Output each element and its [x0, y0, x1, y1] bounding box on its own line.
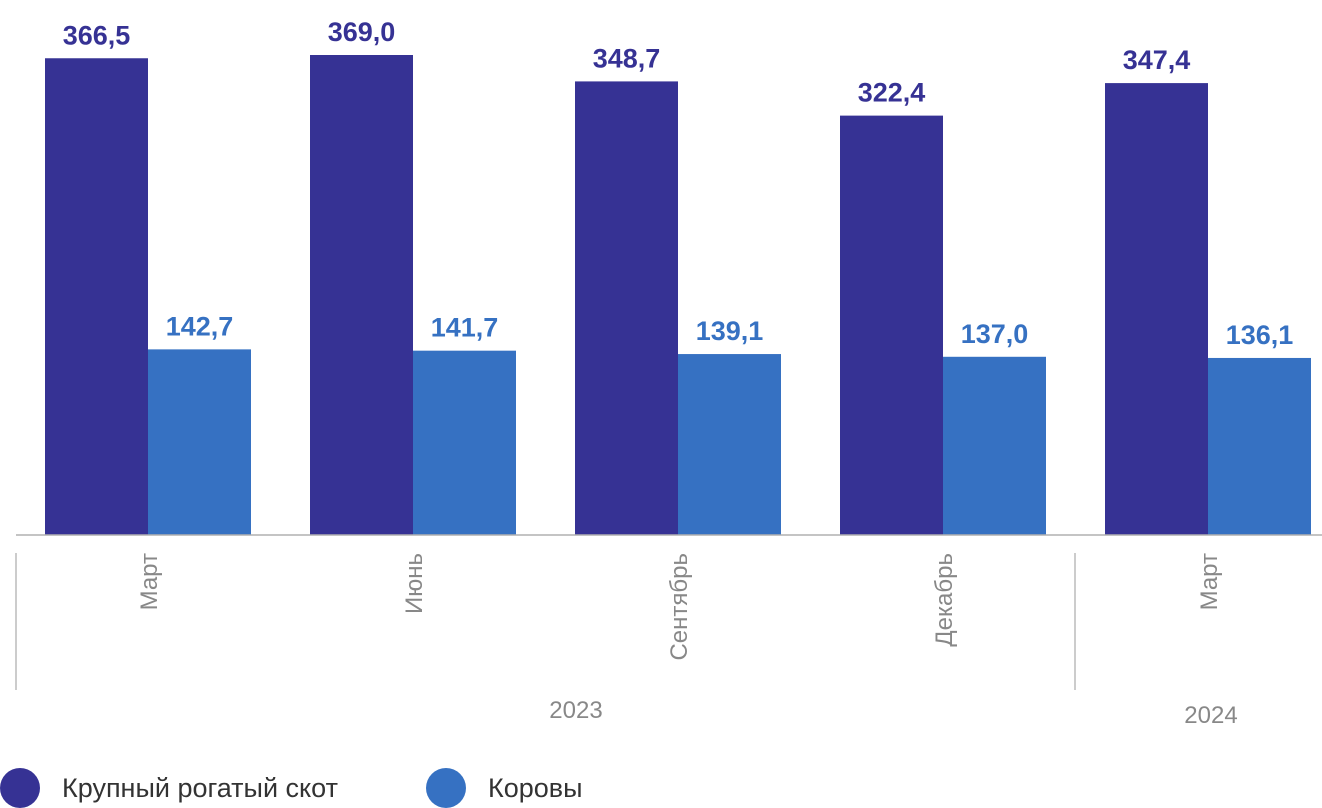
data-label-cows-1: 141,7	[431, 313, 499, 343]
x-tick-label-0: Март	[136, 553, 163, 610]
legend-item-cows: Коровы	[426, 768, 583, 808]
data-label-cows-4: 136,1	[1226, 320, 1294, 350]
bar-cattle-3	[840, 116, 943, 535]
legend: Крупный рогатый скот Коровы	[0, 768, 1322, 808]
bar-cattle-0	[45, 58, 148, 535]
bar-cattle-4	[1105, 83, 1208, 535]
legend-label-cattle: Крупный рогатый скот	[62, 773, 338, 804]
bar-cattle-2	[575, 81, 678, 535]
data-label-cattle-0: 366,5	[63, 20, 131, 50]
data-label-cattle-3: 322,4	[858, 78, 926, 108]
bar-chart-svg: 366,5 369,0 348,7 322,4 347,4 142,7 141,7 139,1…	[0, 0, 1322, 765]
data-label-cows-3: 137,0	[961, 319, 1029, 349]
bar-cows-2	[678, 354, 781, 535]
data-label-cattle-1: 369,0	[328, 17, 396, 47]
data-label-cattle-2: 348,7	[593, 43, 661, 73]
bar-cows-3	[943, 357, 1046, 535]
legend-swatch-cows	[426, 768, 466, 808]
legend-item-cattle: Крупный рогатый скот	[0, 768, 338, 808]
data-label-cows-0: 142,7	[166, 311, 234, 341]
x-tick-label-4: Март	[1196, 553, 1223, 610]
bar-cows-1	[413, 351, 516, 535]
legend-label-cows: Коровы	[488, 773, 583, 804]
data-label-cattle-4: 347,4	[1123, 45, 1191, 75]
x-tick-label-1: Июнь	[401, 553, 428, 614]
legend-swatch-cattle	[0, 768, 40, 808]
group-label-1: 2024	[1184, 702, 1237, 729]
x-tick-label-3: Декабрь	[931, 553, 958, 647]
x-tick-label-2: Сентябрь	[666, 553, 693, 661]
group-label-0: 2023	[549, 697, 602, 724]
bar-cattle-1	[310, 55, 413, 535]
bar-cows-4	[1208, 358, 1311, 535]
data-label-cows-2: 139,1	[696, 316, 764, 346]
bar-cows-0	[148, 349, 251, 535]
